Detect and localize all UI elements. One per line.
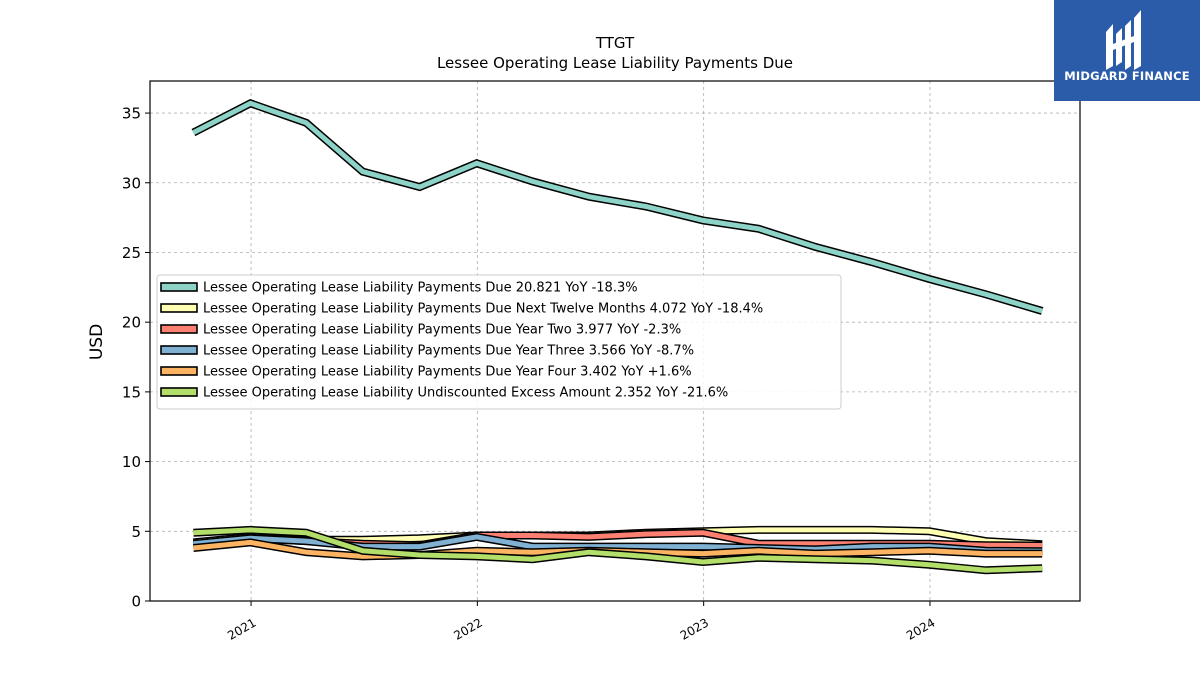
plot-frame [149,80,1081,602]
series-lines [191,98,1044,575]
chart-title: TTGT [595,34,635,52]
y-axis-ticks: 0 5 10 15 20 25 30 35 [122,105,150,611]
y-tick-label: 0 [131,593,141,611]
series-line-0 [191,98,1044,315]
y-tick-label: 15 [122,383,141,401]
legend-swatch [160,366,198,376]
legend-swatch [160,387,198,397]
legend-box [156,274,842,410]
legend-label: Lessee Operating Lease Liability Payment… [203,302,763,317]
legend-label: Lessee Operating Lease Liability Undisco… [203,386,728,401]
brand-name: MIDGARD FINANCE [1064,69,1190,83]
x-tick-label: 2024 [904,615,937,642]
legend-swatch [160,324,198,334]
legend-swatch [160,282,198,292]
legend-label: Lessee Operating Lease Liability Payment… [203,323,681,338]
legend-label: Lessee Operating Lease Liability Payment… [203,281,638,296]
x-tick-label: 2022 [451,615,484,642]
y-tick-label: 10 [122,453,141,471]
legend-label: Lessee Operating Lease Liability Payment… [203,344,694,359]
series-stroke [193,527,1043,573]
x-tick-label: 2023 [678,615,711,642]
legend-swatch [160,303,198,313]
brand-mark-icon [1106,10,1141,70]
series-line-5 [193,525,1043,575]
brand-logo: MIDGARD FINANCE [1054,0,1200,101]
y-axis-label: USD [87,324,107,360]
y-tick-label: 30 [122,174,141,192]
legend-swatch [160,345,198,355]
y-tick-label: 5 [131,523,141,541]
chart-subtitle: Lessee Operating Lease Liability Payment… [437,54,793,72]
series-stroke [192,100,1043,314]
x-tick-label: 2021 [225,615,258,642]
legend-label: Lessee Operating Lease Liability Payment… [203,365,692,380]
y-tick-label: 25 [122,244,141,262]
y-tick-label: 35 [122,105,141,123]
x-axis-ticks: 2021 2022 2023 2024 [225,601,937,643]
y-tick-label: 20 [122,314,141,332]
legend: Lessee Operating Lease Liability Payment… [156,274,842,410]
